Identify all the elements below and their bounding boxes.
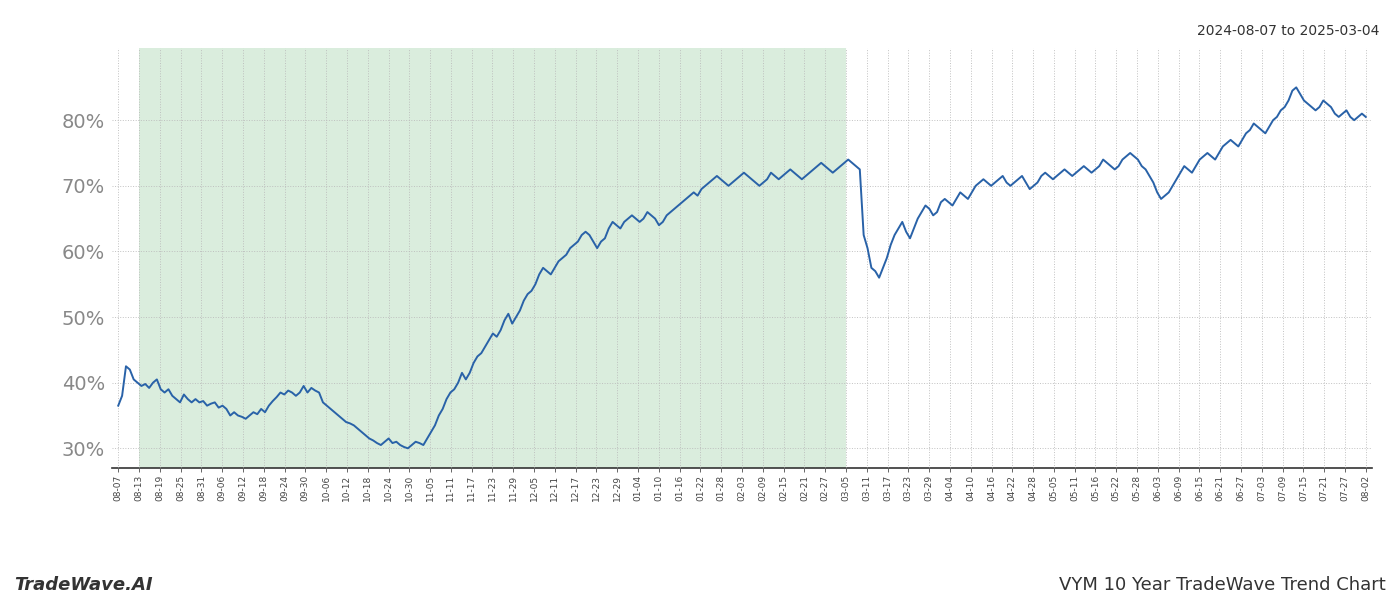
Text: VYM 10 Year TradeWave Trend Chart: VYM 10 Year TradeWave Trend Chart (1060, 576, 1386, 594)
Bar (139, 48, 846, 468)
Text: TradeWave.AI: TradeWave.AI (14, 576, 153, 594)
Text: 2024-08-07 to 2025-03-04: 2024-08-07 to 2025-03-04 (1197, 24, 1379, 38)
